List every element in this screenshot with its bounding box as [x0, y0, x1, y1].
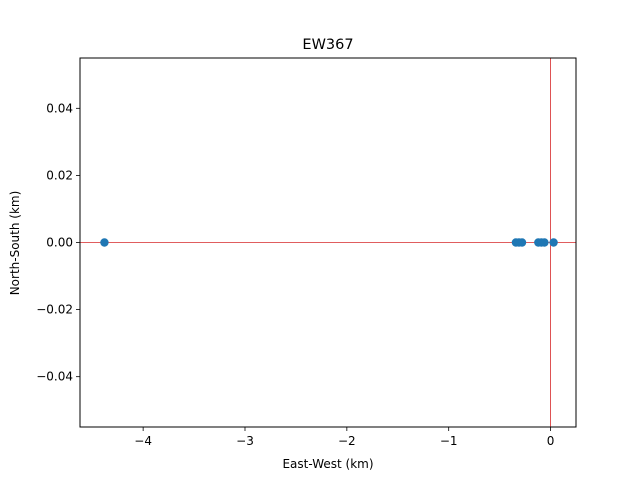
data-point	[100, 238, 109, 247]
y-axis-label: North-South (km)	[8, 191, 22, 296]
x-tick-label: −2	[338, 434, 356, 448]
data-point	[540, 238, 549, 247]
x-tick-label: 0	[547, 434, 555, 448]
x-ticks: −4 −3 −2 −1 0	[134, 427, 554, 448]
y-ticks: −0.04 −0.02 0.00 0.02 0.04	[36, 101, 80, 384]
x-axis-label: East-West (km)	[282, 457, 373, 471]
y-tick-label: −0.04	[36, 370, 73, 384]
data-points	[100, 238, 558, 247]
data-point	[549, 238, 558, 247]
data-point	[517, 238, 527, 247]
x-tick-label: −4	[134, 434, 152, 448]
plot-frame	[79, 57, 577, 428]
y-tick-label: 0.00	[46, 236, 73, 250]
x-tick-label: −3	[236, 434, 254, 448]
y-tick-label: 0.02	[46, 168, 73, 182]
x-tick-label: −1	[440, 434, 458, 448]
y-tick-label: −0.02	[36, 303, 73, 317]
y-tick-label: 0.04	[46, 101, 73, 115]
chart-title: EW367	[302, 37, 353, 53]
